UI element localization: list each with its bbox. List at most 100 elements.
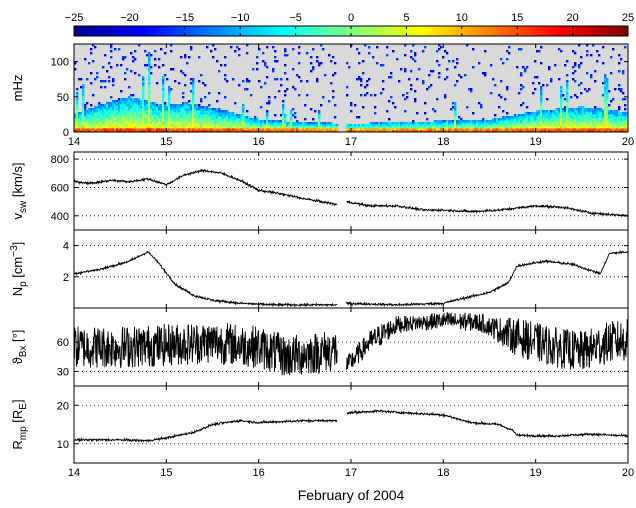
spectrogram-cell <box>168 102 171 105</box>
spectrogram-cell <box>576 112 579 115</box>
spectrogram-cell <box>102 126 105 129</box>
spectrogram-cell <box>122 108 125 111</box>
spectrogram-cell <box>612 110 615 113</box>
spectrogram-cell <box>196 118 199 121</box>
spectrogram-cell <box>242 124 245 127</box>
spectrogram-cell <box>220 110 223 113</box>
spectrogram-cell <box>110 112 113 115</box>
spectrogram-cell <box>546 112 549 115</box>
series-line <box>74 418 338 443</box>
label-main: ϑ <box>10 356 25 364</box>
spectrogram-cell <box>482 120 485 123</box>
spectrogram-cell <box>242 128 245 131</box>
spectrogram-cell <box>534 116 537 119</box>
spectrogram-cell <box>102 104 105 107</box>
spectrogram-cell <box>84 104 87 107</box>
spectrogram-cell <box>438 122 441 125</box>
spectrogram-cell <box>272 130 275 132</box>
spectrogram-cell <box>162 94 165 97</box>
spectrogram-cell <box>570 114 573 117</box>
y-axis-label: mHz <box>10 75 25 102</box>
spectrogram-cell <box>214 120 217 123</box>
spectrogram-cell <box>544 118 547 121</box>
spectrogram-cell <box>150 114 153 117</box>
spectrogram-cell <box>236 114 239 117</box>
spectrogram-cell <box>188 108 191 111</box>
spectrogram-cell <box>502 130 505 132</box>
spectrogram-cell <box>204 126 207 129</box>
spectrogram-cell <box>484 74 487 77</box>
spectrogram-cell <box>588 122 591 125</box>
spectrogram-cell <box>192 106 195 109</box>
spectrogram-cell <box>218 110 221 113</box>
spectrogram-cell <box>174 104 177 107</box>
spectrogram-cell <box>92 122 95 125</box>
spectrogram-cell <box>388 118 391 121</box>
spectrogram-cell <box>616 116 619 119</box>
spectrogram-cell <box>106 120 109 123</box>
spectrogram-cell <box>454 116 457 119</box>
spectrogram-cell <box>92 60 95 63</box>
spectrogram-cell <box>234 120 237 123</box>
spectrogram-cell <box>208 118 211 121</box>
spectrogram-cell <box>520 130 523 132</box>
y-tick-label: 800 <box>51 154 69 166</box>
spectrogram-cell <box>260 130 263 132</box>
spectrogram-cell <box>216 60 219 63</box>
spectrogram-cell <box>310 70 313 73</box>
spectrogram-cell <box>120 102 123 105</box>
spectrogram-cell <box>624 122 627 125</box>
spectrogram-cell <box>512 118 515 121</box>
spectrogram-cell <box>172 104 175 107</box>
spectrogram-cell <box>178 112 181 115</box>
spectrogram-cell <box>124 120 127 123</box>
spectrogram-cell <box>98 104 101 107</box>
spectrogram-cell <box>466 128 469 131</box>
spectrogram-cell <box>120 106 123 109</box>
spectrogram-cell <box>440 46 443 49</box>
spectrogram-cell <box>388 76 391 79</box>
spectrogram-cell <box>434 124 437 127</box>
spectrogram-cell <box>356 78 359 81</box>
spectrogram-cell <box>76 126 79 129</box>
spectrogram-cell <box>186 110 189 113</box>
spectrogram-cell <box>470 88 473 91</box>
spectrogram-cell <box>244 128 247 131</box>
spectrogram-cell <box>240 126 243 129</box>
spectrogram-cell <box>616 110 619 113</box>
spectrogram-cell <box>454 102 457 105</box>
spectrogram-cell <box>202 82 205 85</box>
spectrogram-cell <box>326 124 329 127</box>
spectrogram-cell <box>116 102 119 105</box>
spectrogram-cell <box>148 78 151 81</box>
spectrogram-cell <box>578 66 581 69</box>
spectrogram-cell <box>138 98 141 101</box>
spectrogram-cell <box>192 98 195 101</box>
spectrogram-cell <box>174 116 177 119</box>
spectrogram-cell <box>228 124 231 127</box>
spectrogram-cell <box>426 88 429 91</box>
y-tick-label: 0 <box>63 127 69 139</box>
spectrogram-cell <box>140 122 143 125</box>
spectrogram-cell <box>274 128 277 131</box>
spectrogram-cell <box>164 102 167 105</box>
spectrogram-cell <box>76 122 79 125</box>
spectrogram-cell <box>220 126 223 129</box>
spectrogram-cell <box>272 124 275 127</box>
spectrogram-cell <box>148 60 151 63</box>
spectrogram-cell <box>412 126 415 129</box>
spectrogram-cell <box>514 120 517 123</box>
spectrogram-cell <box>478 102 481 105</box>
spectrogram-cell <box>370 124 373 127</box>
spectrogram-cell <box>136 100 139 103</box>
spectrogram-cell <box>284 94 287 97</box>
spectrogram-cell <box>418 122 421 125</box>
spectrogram-cell <box>550 110 553 113</box>
spectrogram-cell <box>428 130 431 132</box>
spectrogram-cell <box>584 112 587 115</box>
spectrogram-cell <box>230 118 233 121</box>
spectrogram-cell <box>248 130 251 132</box>
spectrogram-cell <box>460 130 463 132</box>
spectrogram-cell <box>292 128 295 131</box>
spectrogram-cell <box>164 108 167 111</box>
